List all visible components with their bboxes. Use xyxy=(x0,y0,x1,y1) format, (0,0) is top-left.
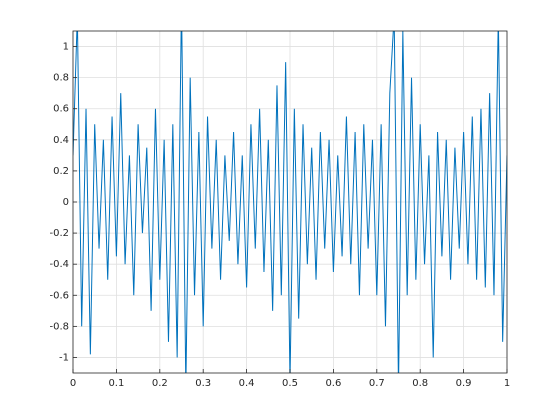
y-tick-label: 0.4 xyxy=(53,135,69,146)
y-tick-label: -0.2 xyxy=(49,228,69,239)
y-tick-label: -1 xyxy=(59,352,69,363)
x-tick-label: 1 xyxy=(504,378,510,389)
x-tick-label: 0.4 xyxy=(239,378,255,389)
x-tick-label: 0 xyxy=(70,378,76,389)
y-tick-label: -0.8 xyxy=(49,321,69,332)
y-tick-label: 0.6 xyxy=(53,104,69,115)
x-tick-label: 0.2 xyxy=(152,378,168,389)
y-tick-label: 1 xyxy=(63,42,69,53)
x-tick-label: 0.9 xyxy=(456,378,472,389)
x-tick-label: 0.5 xyxy=(282,378,298,389)
x-tick-label: 0.3 xyxy=(195,378,211,389)
x-tick-label: 0.7 xyxy=(369,378,385,389)
y-tick-label: 0.8 xyxy=(53,73,69,84)
y-tick-label: -0.6 xyxy=(49,290,69,301)
x-tick-label: 0.1 xyxy=(108,378,124,389)
y-tick-label: 0.2 xyxy=(53,166,69,177)
x-tick-label: 0.8 xyxy=(412,378,428,389)
data-line xyxy=(73,31,507,373)
y-tick-label: -0.4 xyxy=(49,259,69,270)
y-tick-label: 0 xyxy=(63,197,69,208)
x-tick-label: 0.6 xyxy=(325,378,341,389)
